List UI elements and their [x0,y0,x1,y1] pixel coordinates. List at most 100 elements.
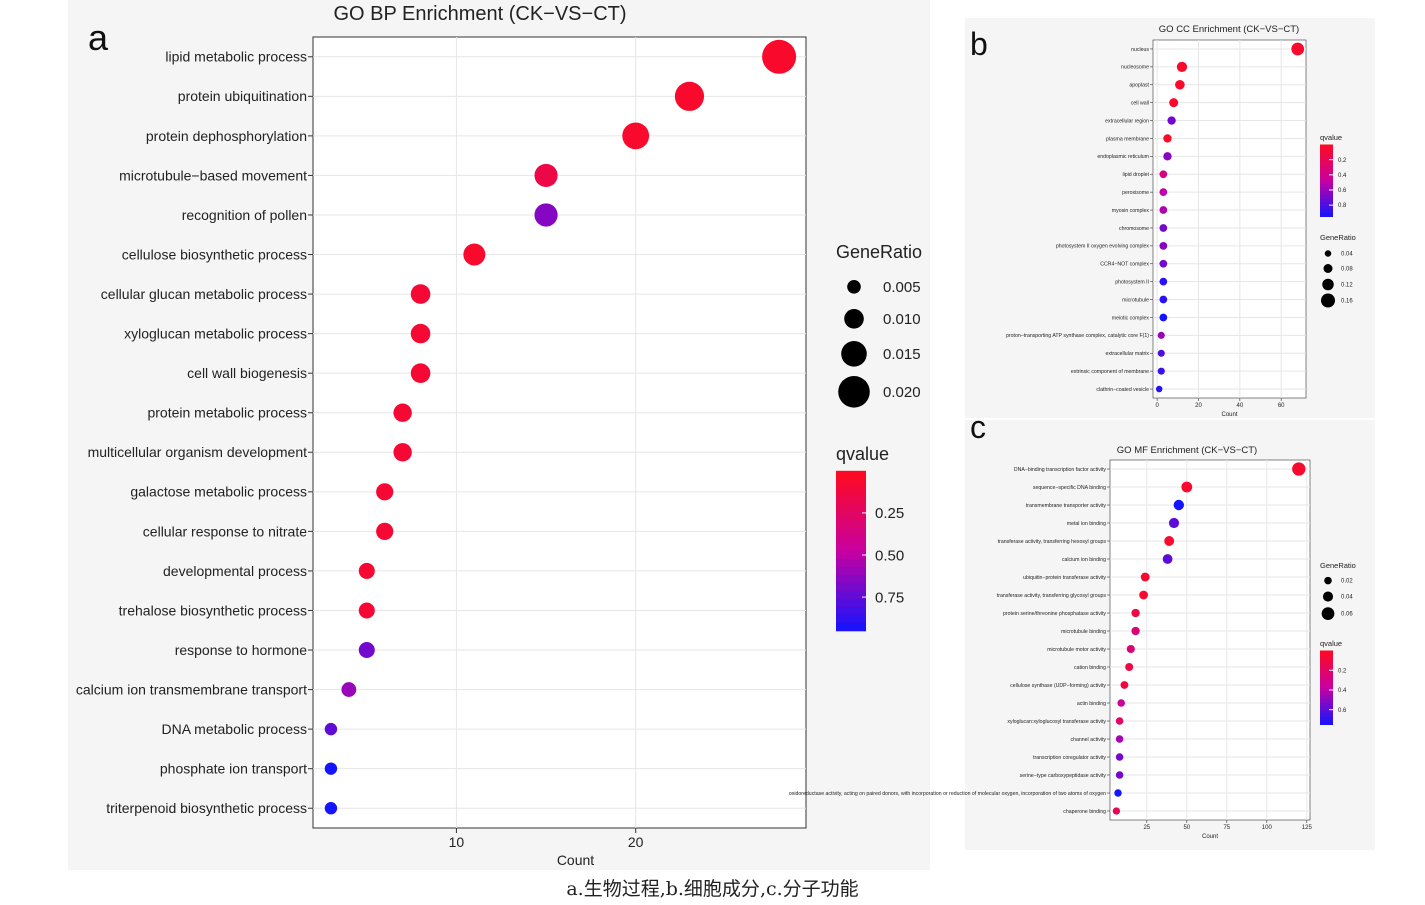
y-tick-label: cell wall biogenesis [187,365,307,381]
size-legend-key [1322,591,1334,602]
color-legend-bar-segment [1320,654,1333,659]
color-legend-bar-segment [1320,158,1333,163]
y-tick-label: cation binding [1074,665,1106,671]
y-tick-label: DNA metabolic process [161,721,307,737]
y-tick-label: microtubule motor activity [1047,647,1106,653]
x-axis-label: Count [557,852,594,868]
y-tick-label: calcium ion transmembrane transport [76,681,307,697]
data-point [1115,771,1124,779]
color-legend-label: 0.75 [875,589,904,606]
color-legend-bar-segment [1320,713,1333,718]
y-tick-label: cell wall [1131,100,1149,106]
plot-area-a [312,36,807,829]
data-point [358,602,375,619]
color-legend-bar-segment [836,550,866,560]
data-point [324,802,338,815]
y-tick-label: proton−transporting ATP synthase complex… [1006,333,1149,339]
size-legend-label: 0.06 [1341,612,1353,618]
data-point [1159,170,1168,179]
panel-letter-c: c [970,409,986,445]
y-tick-label: protein dephosphorylation [146,128,307,144]
chart-title-c: GO MF Enrichment (CK−VS−CT) [1117,445,1257,456]
data-point [1159,259,1168,268]
color-legend-bar-segment [836,534,866,544]
data-point [1163,134,1172,143]
plot-area-b [1152,39,1307,399]
data-point [358,642,375,659]
y-tick-label: protein serine/threonine phosphatase act… [1003,611,1106,617]
color-legend-bar-segment [1320,169,1333,174]
y-tick-label: serine−type carboxypeptidase activity [1020,773,1107,779]
data-point [1159,277,1168,286]
data-point [1159,295,1168,304]
chart-panel-b: b GO CC Enrichment (CK−VS−CT) nucleus nucle… [970,24,1356,418]
size-legend-title: GeneRatio [1320,233,1356,242]
size-legend-label: 0.16 [1341,299,1353,305]
size-legend-label: 0.04 [1341,595,1353,601]
y-tick-label: cellulose synthase (UDP−forming) activit… [1010,683,1106,689]
data-point [324,722,338,736]
color-legend-bar-segment [1320,694,1333,700]
data-point [1131,626,1140,636]
data-point [1164,536,1175,546]
panel-letter-b: b [970,26,988,62]
color-legend-bar-segment [1320,691,1333,696]
data-point [1176,61,1188,72]
data-point [1155,385,1163,393]
size-legend-label: 0.02 [1341,579,1353,585]
y-tick-label: response to hormone [175,642,308,658]
color-legend-title: qvalue [1320,639,1342,648]
color-legend-bar-segment [1320,184,1333,189]
color-legend-bar-segment [1320,698,1333,703]
size-legend-key [838,376,870,408]
y-tick-label: apoplast [1129,83,1149,89]
color-legend-bar-segment [1320,676,1333,681]
color-legend-label: 0.2 [1338,158,1347,164]
data-point [1159,241,1168,250]
data-point [410,284,431,304]
color-legend-bar-segment [836,510,866,520]
y-tick-label: phosphate ion transport [160,761,307,777]
x-tick-label: 60 [1278,403,1285,409]
color-legend-bar-segment [1320,672,1333,677]
y-tick-label: protein ubiquitination [178,88,307,104]
data-point [534,163,558,188]
x-tick-label: 100 [1262,825,1273,831]
color-legend-bar-segment [1320,665,1333,670]
y-tick-label: xyloglucan metabolic process [124,326,307,342]
chart-title-a: GO BP Enrichment (CK−VS−CT) [333,3,626,25]
color-legend-bar-segment [1320,669,1333,674]
data-point [1167,116,1176,125]
color-legend-bar-segment [1320,680,1333,685]
color-legend-bar-segment [1320,702,1333,707]
go-enrichment-figure: a GO BP Enrichment (CK−VS−CT) lipid metabo… [76,3,1356,868]
size-legend-label: 0.010 [883,311,921,328]
data-point [534,203,558,227]
data-point [376,483,394,501]
color-legend-bar-segment [836,606,866,616]
color-legend-bar-segment [1320,709,1333,714]
data-point [1114,789,1122,797]
color-legend-bar-segment [1320,151,1333,156]
data-point [1115,753,1124,761]
data-point [1139,590,1148,600]
color-legend-bar-segment [1320,205,1333,210]
color-legend-label: 0.4 [1338,688,1347,694]
data-point [1120,681,1129,689]
color-legend-bar-segment [836,614,866,624]
data-point [324,762,338,775]
data-point [1159,188,1168,197]
y-tick-label: cellulose biosynthetic process [122,246,307,262]
color-legend-bar-segment [836,494,866,504]
y-tick-label: plasma membrane [1106,136,1149,142]
data-point [622,122,650,150]
data-point [1126,644,1135,654]
color-legend-label: 0.50 [875,547,904,564]
size-legend-label: 0.005 [883,279,921,296]
y-tick-label: peroxisome [1122,190,1149,196]
size-legend-key [1322,278,1334,291]
color-legend-bar-segment [1320,717,1333,722]
y-tick-label: nucleus [1131,47,1149,53]
data-point [1117,699,1125,707]
data-point [1159,224,1168,232]
